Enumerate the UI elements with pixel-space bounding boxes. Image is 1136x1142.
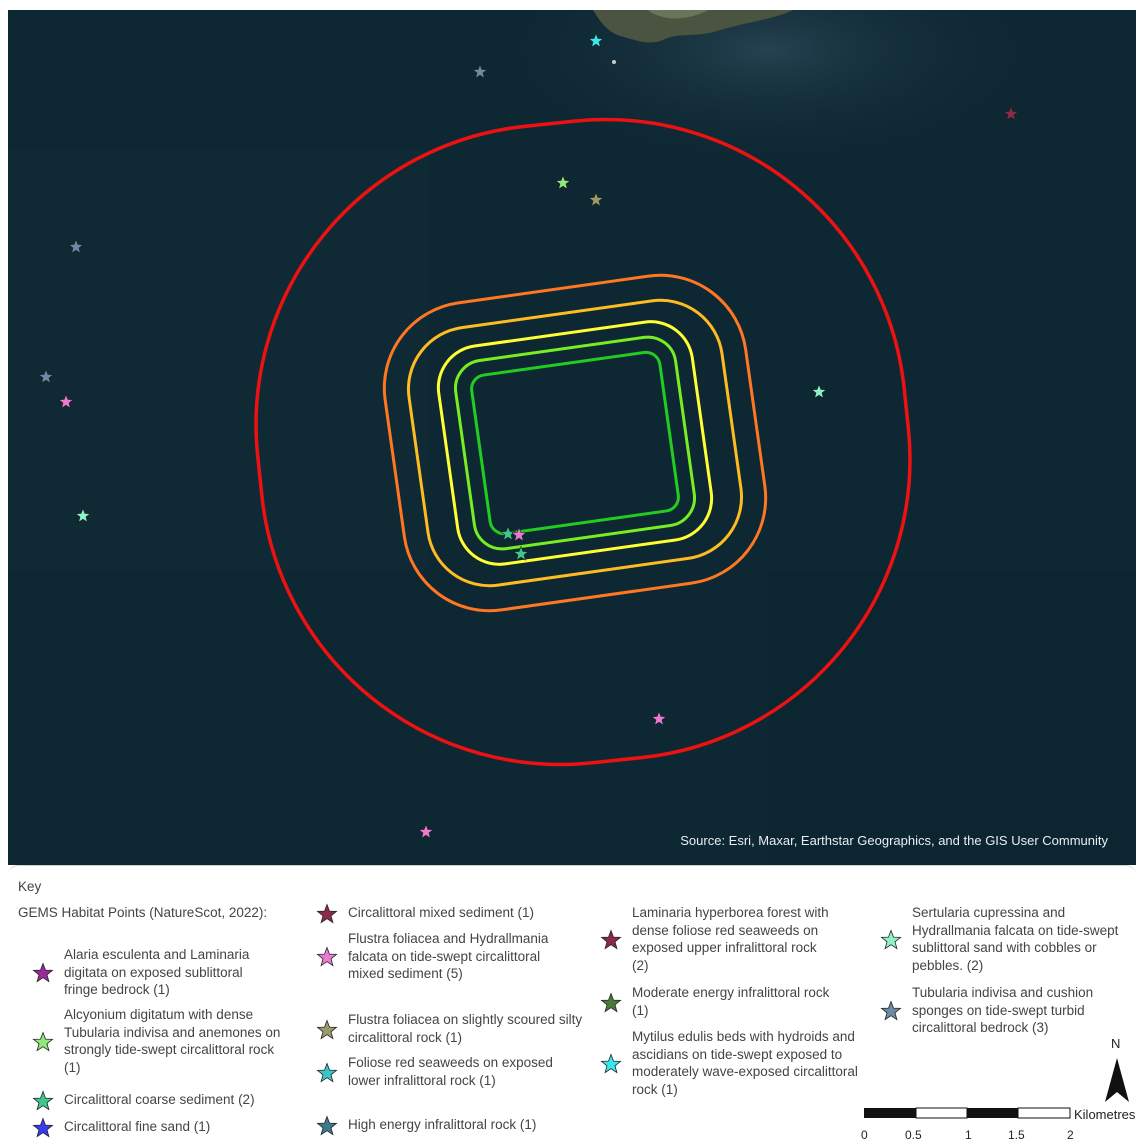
habitat-point-marker[interactable] [75,507,91,523]
islet [612,60,616,64]
legend-item-label: Moderate energy infralittoral rock (1) [632,985,830,1018]
buffer-ring [254,117,912,767]
scale-tick-label: 0 [861,1128,868,1142]
legend-item-label: Circalittoral coarse sediment (2) [64,1092,255,1107]
buffer-ring [406,298,744,588]
legend-item-label: Circalittoral mixed sediment (1) [348,905,535,920]
north-arrow [1105,1058,1129,1102]
habitat-point-marker[interactable] [418,823,434,839]
star-icon [316,1115,338,1136]
star-icon [600,929,622,950]
scale-tick-label: 1.5 [1008,1128,1025,1142]
habitat-point-marker[interactable] [555,174,571,190]
scale-tick-label: 1 [965,1128,972,1142]
star-icon [32,1031,54,1052]
legend-item-label: Tubularia indivisa and cushion sponges o… [912,985,1094,1035]
habitat-point-marker[interactable] [588,32,604,48]
scale-bar [864,1107,1071,1119]
star-icon [32,1117,54,1138]
star-icon [32,1090,54,1111]
habitat-point-marker[interactable] [511,526,527,542]
habitat-point-marker[interactable] [38,368,54,384]
scale-tick-label: 0.5 [905,1128,922,1142]
buffer-zones [254,117,912,767]
legend-item-label: Laminaria hyperborea forest with dense f… [632,905,829,973]
star-icon [316,1061,338,1083]
star-icon [316,1018,338,1040]
habitat-point-marker[interactable] [500,525,516,541]
legend-item-label: Foliose red seaweeds on exposed lower in… [348,1055,553,1088]
coastline-land [648,10,708,19]
habitat-point-marker[interactable] [513,545,529,561]
map-view[interactable]: Source: Esri, Maxar, Earthstar Geographi… [8,10,1136,865]
habitat-point-marker[interactable] [1003,105,1019,121]
star-icon [316,903,338,924]
habitat-point-marker[interactable] [651,710,667,726]
sea-tile [8,150,428,570]
scale-unit-label: Kilometres [1074,1107,1136,1122]
legend-item-label: High energy infralittoral rock (1) [348,1117,537,1132]
sea-tile [768,570,1136,865]
star-icon [880,1000,902,1021]
star-icon [32,962,54,983]
legend-title: Key [18,879,42,894]
habitat-point-marker[interactable] [58,393,74,409]
habitat-points [38,32,1019,839]
legend-item-label: Alcyonium digitatum with dense Tubularia… [64,1007,281,1075]
star-icon [600,991,622,1013]
habitat-point-marker[interactable] [68,238,84,254]
coastline-land [593,10,793,43]
legend-item-label: Circalittoral fine sand (1) [64,1119,211,1134]
habitat-point-marker[interactable] [472,63,488,79]
habitat-point-marker[interactable] [588,191,604,207]
star-icon [880,929,902,950]
star-icon [600,1053,622,1074]
legend-item-label: Sertularia cupressina and Hydrallmania f… [912,905,1119,973]
habitat-point-marker[interactable] [811,383,827,399]
legend-group-title: GEMS Habitat Points (NatureScot, 2022): [18,905,268,920]
scale-tick-label: 2 [1067,1128,1074,1142]
legend-item-label: Alaria esculenta and Laminaria digitata … [64,947,250,997]
legend-item-label: Flustra foliacea and Hydrallmania falcat… [348,931,549,981]
legend-item-label: Flustra foliacea on slightly scoured sil… [348,1012,583,1045]
star-icon [316,946,338,967]
buffer-ring [470,350,680,536]
north-label: N [1111,1036,1121,1051]
legend-item-label: Mytilus edulis beds with hydroids and as… [632,1029,858,1097]
buffer-ring [382,273,768,613]
legend-panel: Key GEMS Habitat Points (NatureScot, 202… [8,865,1136,1142]
buffer-ring [453,335,697,551]
buffer-ring [436,320,714,566]
map-attribution: Source: Esri, Maxar, Earthstar Geographi… [680,833,1108,848]
